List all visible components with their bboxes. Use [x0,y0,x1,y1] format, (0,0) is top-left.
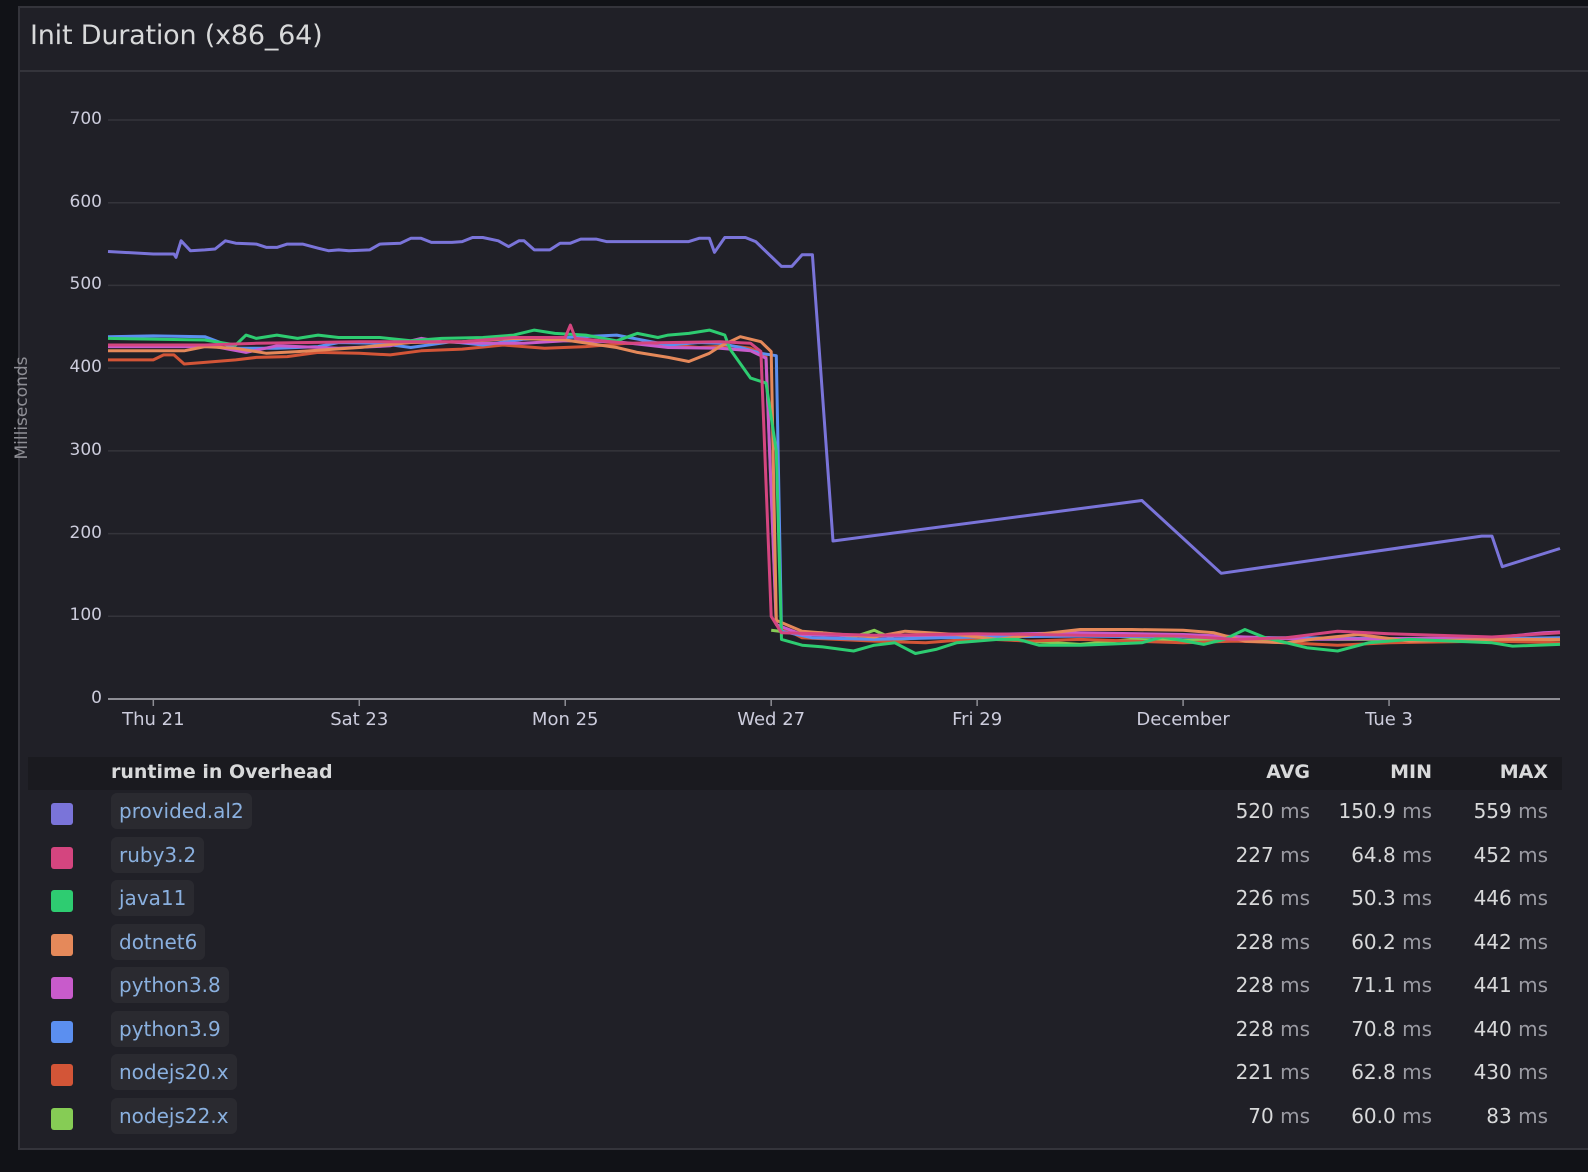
series-color-swatch[interactable] [51,1064,73,1086]
legend-value-max: 452 ms [1473,842,1548,867]
legend-row: nodejs20.x 221 ms 62.8 ms 430 ms [28,1052,1562,1095]
series-color-swatch[interactable] [51,803,73,825]
legend-value-min: 60.0 ms [1351,1103,1432,1128]
series-name-link[interactable]: java11 [111,880,195,916]
y-tick-label: 600 [69,191,102,212]
legend-value-avg: 227 ms [1235,842,1310,867]
legend-value-avg: 70 ms [1248,1103,1310,1128]
legend-header: runtime in Overhead AVG MIN MAX [28,757,1562,790]
legend-value-avg: 228 ms [1235,929,1310,954]
series-name-link[interactable]: python3.9 [111,1010,229,1047]
series-line-python3-8[interactable] [108,336,1561,641]
series-name-link[interactable]: nodejs20.x [111,1054,237,1090]
y-tick-label: 100 [69,605,102,626]
series-color-swatch[interactable] [51,1020,73,1043]
legend-header-avg[interactable]: AVG [1266,761,1310,783]
chart-panel: Init Duration (x86_64) [18,6,1588,1150]
series-color-swatch[interactable] [51,933,73,956]
legend-value-max: 559 ms [1473,799,1548,823]
series-name-link[interactable]: python3.8 [111,967,229,1003]
legend-row: nodejs22.x 70 ms 60.0 ms 83 ms [28,1096,1562,1139]
series-name-link[interactable]: ruby3.2 [111,836,205,873]
x-tick-label: Fri 29 [952,709,1003,730]
x-axis [108,698,1560,706]
series-line-ruby3-2[interactable] [108,323,1561,641]
legend-value-max: 446 ms [1473,886,1548,910]
legend-row: python3.8 228 ms 71.1 ms 441 ms [28,965,1562,1008]
x-tick-label: Mon 25 [531,709,599,730]
y-tick-label: 700 [69,109,102,129]
legend-value-avg: 221 ms [1235,1060,1310,1084]
legend-row: ruby3.2 227 ms 64.8 ms 452 ms [28,835,1562,878]
legend-header-min[interactable]: MIN [1390,761,1432,783]
legend-value-min: 62.8 ms [1351,1060,1432,1084]
x-tick-label: Tue 3 [1365,709,1414,730]
y-tick-label: 300 [69,439,102,460]
x-tick-label: Sat 23 [330,709,389,730]
series-line-dotnet6[interactable] [108,335,1560,645]
x-tick-label: Thu 21 [122,709,185,730]
legend-value-max: 440 ms [1473,1016,1548,1041]
legend-value-avg: 228 ms [1235,973,1310,997]
x-tick-label: Wed 27 [737,709,806,730]
line-chart[interactable] [0,0,1588,760]
series-color-swatch[interactable] [51,890,73,912]
legend-header-name[interactable]: runtime in Overhead [111,761,333,783]
legend-value-avg: 228 ms [1235,1016,1310,1041]
legend-value-max: 441 ms [1473,973,1548,997]
legend-value-min: 50.3 ms [1351,886,1432,910]
series-name-link[interactable]: provided.al2 [111,793,252,829]
series-color-swatch[interactable] [51,846,73,869]
series-lines [107,236,1561,655]
y-tick-label: 400 [69,357,102,378]
series-color-swatch[interactable] [51,977,73,999]
legend-row: java11 226 ms 50.3 ms 446 ms [28,878,1562,921]
legend-value-min: 60.2 ms [1351,929,1432,954]
panel-header[interactable]: Init Duration (x86_64) [20,8,1588,72]
series-line-provided-al2[interactable] [107,236,1561,575]
legend-value-max: 83 ms [1486,1103,1548,1128]
series-line-python3-9[interactable] [107,333,1561,641]
legend-value-min: 64.8 ms [1351,842,1432,867]
grid-lines [108,119,1560,618]
y-tick-label: 200 [69,522,102,543]
legend-value-avg: 226 ms [1235,886,1310,910]
series-line-nodejs20-x[interactable] [108,341,1561,647]
series-name-link[interactable]: dotnet6 [111,923,206,960]
series-color-swatch[interactable] [51,1107,73,1130]
legend-value-max: 442 ms [1473,929,1548,954]
y-axis-label: Milliseconds [12,356,32,460]
series-name-link[interactable]: nodejs22.x [111,1097,237,1134]
y-tick-label: 0 [91,688,102,708]
legend-header-max[interactable]: MAX [1499,761,1548,783]
panel-title: Init Duration (x86_64) [30,20,323,51]
y-tick-label: 500 [69,274,102,295]
legend-value-min: 150.9 ms [1338,799,1432,823]
legend-row: python3.9 228 ms 70.8 ms 440 ms [28,1009,1562,1052]
legend-value-min: 70.8 ms [1351,1016,1432,1041]
legend-value-avg: 520 ms [1235,799,1310,823]
legend-value-min: 71.1 ms [1351,973,1432,997]
x-tick-label: December [1136,709,1230,730]
legend-row: dotnet6 228 ms 60.2 ms 442 ms [28,922,1562,965]
legend-value-max: 430 ms [1473,1060,1548,1084]
legend-row: provided.al2 520 ms 150.9 ms 559 ms [28,791,1562,834]
series-line-java11[interactable] [107,328,1561,655]
